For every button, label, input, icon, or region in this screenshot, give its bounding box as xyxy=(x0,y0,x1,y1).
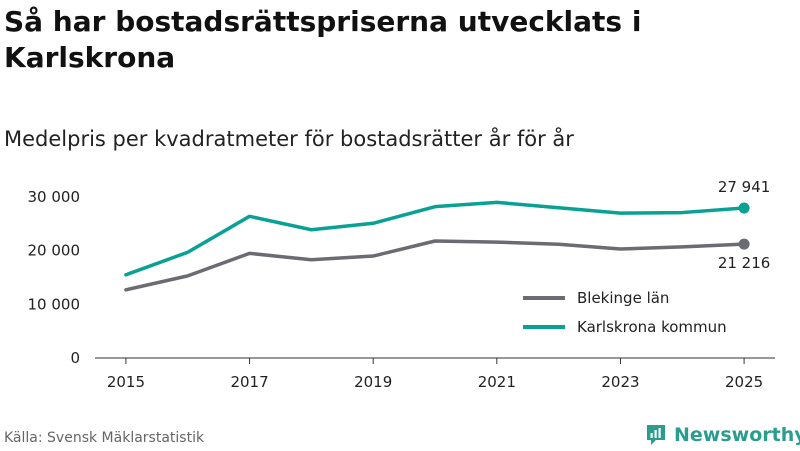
series-line-0 xyxy=(124,239,746,292)
end-label-karlskrona: 27 941 xyxy=(718,178,771,196)
x-tick-label: 2017 xyxy=(230,373,268,391)
newsworthy-logo-icon xyxy=(644,423,668,447)
end-markers: 27 941 21 216 xyxy=(718,178,771,272)
x-tick-label: 2019 xyxy=(354,373,392,391)
brand-logo: Newsworthy xyxy=(644,420,800,450)
y-tick-label: 20 000 xyxy=(28,242,81,260)
chart-subtitle: Medelpris per kvadratmeter för bostadsrä… xyxy=(4,127,574,151)
series-line-1 xyxy=(124,200,746,277)
legend-label-1: Karlskrona kommun xyxy=(577,318,727,336)
y-axis: 0 10 000 20 000 30 000 xyxy=(28,188,81,367)
x-tick-label: 2023 xyxy=(601,373,639,391)
end-marker-1 xyxy=(738,202,750,214)
series-lines xyxy=(124,200,746,292)
end-marker-0 xyxy=(738,238,750,250)
y-tick-label: 10 000 xyxy=(28,295,81,313)
end-label-blekinge: 21 216 xyxy=(718,254,771,272)
source-note: Källa: Svensk Mäklarstatistik xyxy=(4,430,205,446)
x-axis: 2015 2017 2019 2021 2023 2025 xyxy=(95,357,775,391)
x-tick-label: 2025 xyxy=(725,373,763,391)
y-tick-label: 0 xyxy=(70,349,80,367)
legend-label-0: Blekinge län xyxy=(577,289,669,307)
chart-title: Så har bostadsrättspriserna utvecklats i… xyxy=(4,5,642,74)
legend: Blekinge län Karlskrona kommun xyxy=(523,289,727,336)
x-tick-label: 2021 xyxy=(478,373,516,391)
y-tick-label: 30 000 xyxy=(28,188,81,206)
brand-name: Newsworthy xyxy=(674,424,800,446)
x-tick-label: 2015 xyxy=(107,373,145,391)
